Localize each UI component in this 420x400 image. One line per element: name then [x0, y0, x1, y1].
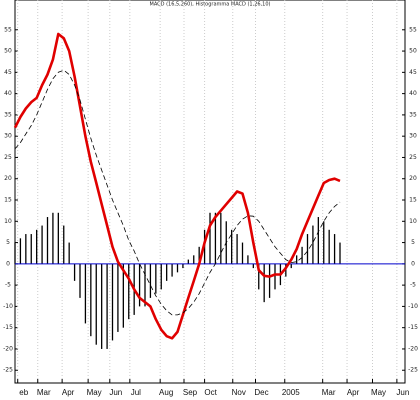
y-tick-label-right: -5: [410, 282, 416, 289]
y-tick-label-right: 40: [409, 90, 417, 97]
plot-frame: [14, 0, 406, 384]
y-tick-label-right: 5: [411, 239, 415, 246]
chart-title: MACD (16,5,260), Histogramma MACD (1,26,…: [150, 2, 271, 8]
x-tick-label: May: [371, 388, 386, 397]
y-tick-label-right: 15: [409, 197, 417, 204]
x-tick-label: Jun: [109, 388, 122, 397]
y-tick-label-right: 10: [409, 218, 417, 225]
y-tick-label-right: 55: [409, 26, 417, 33]
y-tick-label: 5: [6, 239, 10, 246]
y-tick-label: 55: [4, 26, 12, 33]
x-tick-label: Dec: [254, 388, 268, 397]
macd-line: [13, 32, 341, 340]
y-tick-label: -25: [3, 367, 13, 374]
y-tick-label: 35: [4, 111, 12, 118]
y-tick-label: 20: [4, 175, 12, 182]
y-tick-label: 0: [6, 260, 10, 267]
y-tick-label-right: 20: [409, 175, 417, 182]
y-tick-label: 15: [4, 197, 12, 204]
signal-line: [14, 69, 341, 316]
y-tick-label: 25: [4, 154, 12, 161]
x-tick-label: May: [87, 388, 102, 397]
y-tick-label-right: 30: [409, 133, 417, 140]
x-tick-label: Oct: [204, 388, 217, 397]
x-tick-label: Aug: [159, 388, 173, 397]
y-tick-label-right: -10: [408, 303, 418, 310]
y-tick-label: 45: [4, 69, 12, 76]
y-tick-label-right: 25: [409, 154, 417, 161]
y-tick-label-right: -15: [408, 324, 418, 331]
x-tick-label: Jun: [396, 388, 409, 397]
y-tick-label-right: 45: [409, 69, 417, 76]
x-tick-label: Mar: [37, 388, 51, 397]
x-tick-label: eb: [19, 388, 28, 397]
y-tick-label: 40: [4, 90, 12, 97]
y-tick-label: 30: [4, 133, 12, 140]
x-tick-label: Nov: [232, 388, 246, 397]
y-tick-label: -15: [3, 324, 13, 331]
y-tick-label-right: -25: [408, 367, 418, 374]
y-tick-label: 10: [4, 218, 12, 225]
x-tick-label: Jul: [131, 388, 141, 397]
y-tick-label-right: 35: [409, 111, 417, 118]
y-tick-label: -10: [3, 303, 13, 310]
y-tick-label: -20: [3, 345, 13, 352]
x-tick-label: Sep: [183, 388, 198, 397]
y-tick-label: 50: [4, 48, 12, 55]
y-tick-label-right: 50: [409, 48, 417, 55]
x-tick-label: Apr: [62, 388, 75, 397]
x-tick-label: 2005: [282, 388, 300, 397]
x-tick-label: Apr: [347, 388, 360, 397]
y-tick-label-right: -20: [408, 345, 418, 352]
y-tick-label: -5: [5, 282, 11, 289]
x-tick-label: Mar: [322, 388, 336, 397]
y-tick-label-right: 0: [411, 260, 415, 267]
